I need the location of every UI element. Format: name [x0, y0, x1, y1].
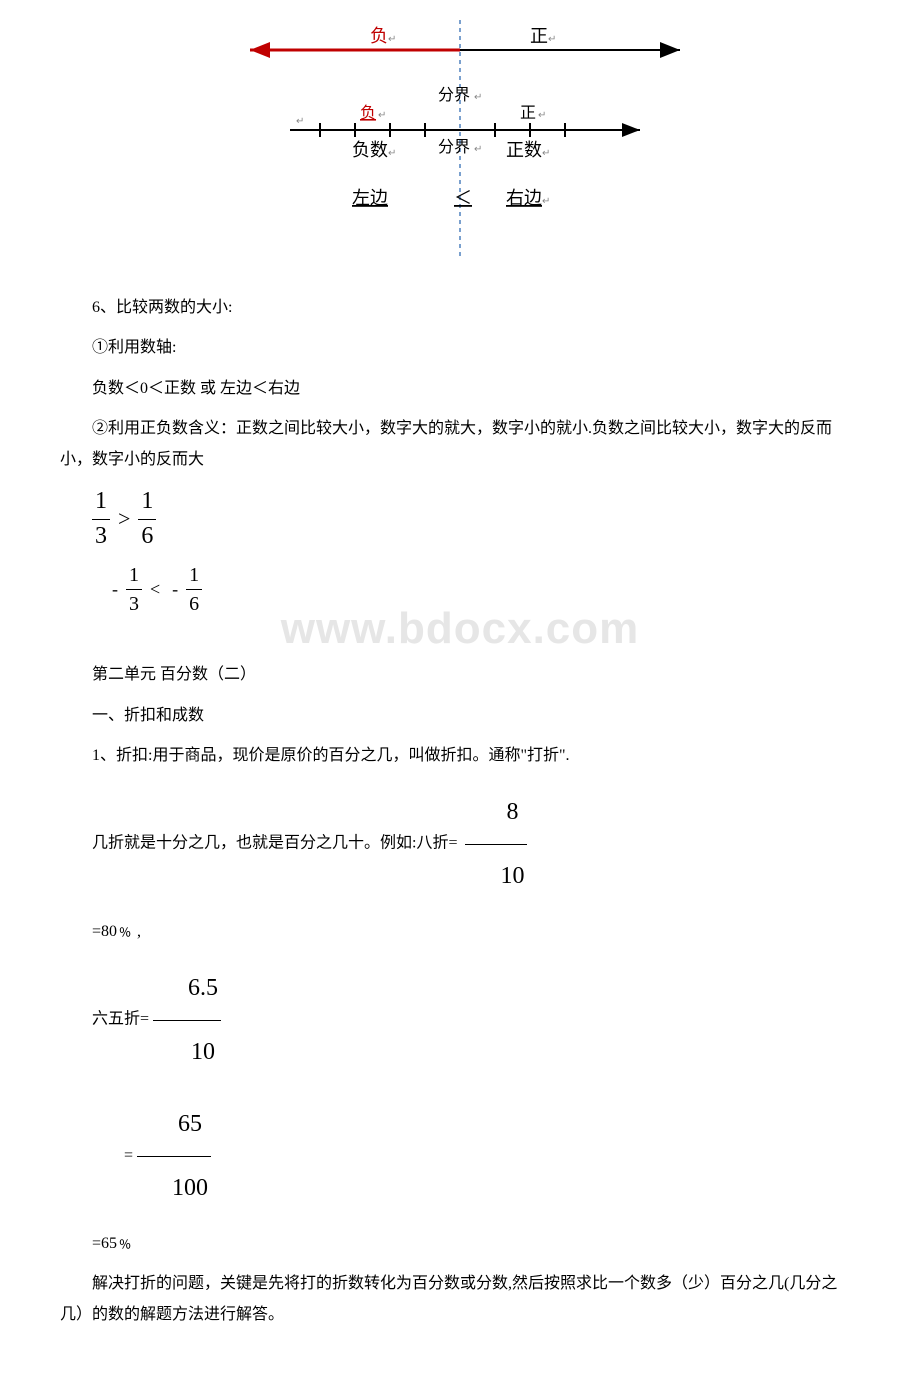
svg-text:↵: ↵ [296, 116, 304, 127]
frac-6_5-10: 6.510 [153, 957, 221, 1083]
frac-8-10: 810 [465, 781, 527, 907]
neg-label-2: 负 [360, 104, 376, 122]
top-number-line: 负 ↵ 正 ↵ [250, 26, 680, 58]
fraction-inequality-1: 13 > 16 [92, 485, 860, 553]
liuwu-line: 六五折= 6.510 [60, 957, 860, 1083]
svg-text:↵: ↵ [388, 34, 396, 45]
liuwu-a: 六五折= [92, 1011, 149, 1028]
svg-text:↵: ↵ [474, 144, 482, 155]
neg-number-label: 负数 [352, 140, 388, 160]
eq-80: =80﹪ , [60, 917, 860, 947]
svg-text:↵: ↵ [388, 148, 396, 159]
p1-line2: 几折就是十分之几，也就是百分之几十。例如:八折= 810 [60, 781, 860, 907]
compare-op: ＜ [454, 188, 472, 208]
divider-label-1: 分界 [438, 86, 470, 104]
mid-number-line: 负 ↵ 正 ↵ ↵ 负数 ↵ 正数 ↵ 分界 ↵ [290, 104, 640, 160]
p1-line2-a: 几折就是十分之几，也就是百分之几十。例如:八折= [92, 835, 457, 852]
neg-label: 负 [370, 26, 388, 46]
svg-text:↵: ↵ [538, 110, 546, 121]
eq-65: =65﹪ [60, 1229, 860, 1259]
p1-text: 1、折扣:用于商品，现价是原价的百分之几，叫做折扣。通称"打折". [60, 741, 860, 771]
p6-title: 6、比较两数的大小: [60, 293, 860, 323]
p-last: 解决打折的问题，关键是先将打的折数转化为百分数或分数,然后按照求比一个数多（少）… [60, 1269, 860, 1330]
compare-row: 左边 ＜ 右边 ↵ [352, 188, 550, 208]
p6-a: ①利用数轴: [60, 333, 860, 363]
p6-a-rule: 负数＜0＜正数 或 左边＜右边 [60, 374, 860, 404]
svg-text:↵: ↵ [474, 92, 482, 103]
divider-label-2: 分界 [438, 138, 470, 156]
fraction-inequality-2: - 13 < - 16 [108, 561, 860, 618]
svg-text:↵: ↵ [542, 148, 550, 159]
unit2-title: 第二单元 百分数（二） [60, 660, 860, 690]
pos-label-2: 正 [520, 105, 536, 122]
number-line-diagram: 负 ↵ 正 ↵ 分界 ↵ 负 ↵ [180, 20, 740, 265]
p6-b: ②利用正负数含义：正数之间比较大小，数字大的就大，数字小的就小.负数之间比较大小… [60, 414, 860, 475]
sec1-title: 一、折扣和成数 [60, 701, 860, 731]
frac-65-100: 65100 [137, 1093, 211, 1219]
svg-text:↵: ↵ [542, 196, 550, 207]
svg-text:↵: ↵ [548, 34, 556, 45]
pos-label: 正 [530, 26, 548, 46]
svg-text:↵: ↵ [378, 110, 386, 121]
frac-65-100-line: = 65100 [60, 1093, 860, 1219]
right-label: 右边 [506, 188, 542, 208]
left-label: 左边 [352, 188, 388, 208]
pos-number-label: 正数 [506, 140, 542, 160]
